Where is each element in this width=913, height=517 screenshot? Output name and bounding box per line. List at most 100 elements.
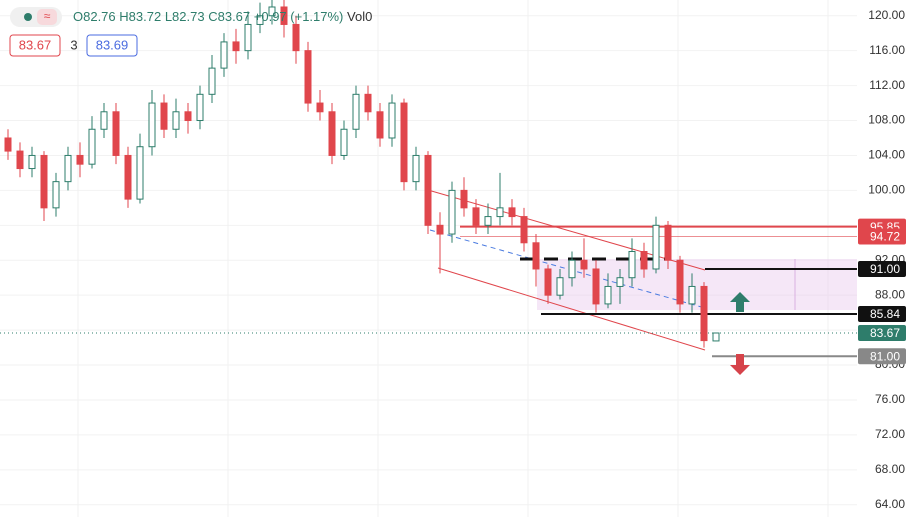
candle-body (292, 23, 300, 52)
price-tag-label: 81.00 (870, 349, 900, 363)
candle-body (244, 23, 252, 52)
status-dot (24, 13, 32, 21)
candle-body (124, 154, 132, 200)
candle-body (448, 189, 456, 235)
candle-body (556, 277, 564, 296)
price-tag (858, 228, 906, 245)
candle-body (52, 181, 60, 209)
y-tick-label: 72.00 (875, 427, 905, 441)
candle-body (664, 224, 672, 261)
candle-body (376, 111, 384, 139)
y-tick-label: 88.00 (875, 287, 905, 301)
candle-body (460, 189, 468, 209)
candle-body (232, 41, 240, 52)
candle-body (520, 216, 528, 244)
candle-body (76, 154, 84, 165)
volume: Vol0 (347, 9, 372, 24)
candle-body (208, 67, 216, 95)
candle-body (352, 93, 360, 130)
candle-body (268, 6, 276, 17)
sell-price: 83.67 (19, 37, 52, 52)
candle-body (580, 259, 588, 270)
candle-body (652, 224, 660, 270)
price-tag (858, 348, 906, 365)
candle-body (316, 102, 324, 113)
candle-body (304, 50, 312, 104)
candle-body (88, 128, 96, 165)
candle-body (628, 251, 636, 279)
axis-bg (857, 0, 913, 517)
candle-body (4, 137, 12, 152)
y-tick-label: 64.00 (875, 497, 905, 511)
candle-body (640, 251, 648, 270)
candle-body (328, 111, 336, 156)
price-tag (858, 324, 906, 341)
candle-body (340, 128, 348, 156)
candle-body (256, 15, 264, 25)
price-tag (858, 260, 906, 277)
candle-body (100, 111, 108, 130)
candle-body (568, 259, 576, 279)
spread: 3 (70, 37, 77, 52)
candle-body (688, 285, 696, 305)
close: C83.67 (208, 9, 250, 24)
channel-mid (429, 229, 706, 309)
candle-body (604, 285, 612, 305)
candle-body (400, 102, 408, 183)
candle-body (364, 93, 372, 113)
header: ≈ O82.76 H83.72 L82.73 C83.67 +0.97 (+1.… (9, 7, 372, 57)
candle-body (16, 150, 24, 170)
price-tag-label: 83.67 (870, 326, 900, 340)
candle-body (196, 93, 204, 122)
candle-body (616, 277, 624, 287)
y-tick-label: 116.00 (869, 43, 905, 57)
candle-body (532, 242, 540, 270)
price-axis: 64.0068.0072.0076.0080.0084.0088.0092.00… (857, 0, 913, 517)
candle-body (64, 154, 72, 183)
y-tick-label: 100.00 (868, 183, 905, 197)
down-arrow (730, 354, 750, 375)
candle-body (676, 259, 684, 305)
price-tag-label: 94.72 (870, 230, 900, 244)
y-tick-label: 68.00 (875, 462, 905, 476)
candle-body (40, 154, 48, 209)
candle-body (184, 111, 192, 122)
buy-box[interactable] (86, 34, 138, 57)
candle-body (148, 102, 156, 148)
candle-body (700, 285, 708, 342)
candle-body (472, 207, 480, 226)
price-tag-label: 91.00 (870, 262, 900, 276)
vertical-grid (77, 0, 829, 517)
candle-body (508, 207, 516, 218)
candle-body (484, 216, 492, 226)
candle-body (160, 102, 168, 130)
icon (37, 9, 57, 25)
buy-price: 83.69 (96, 37, 129, 52)
candle-body (136, 146, 144, 200)
candle-body (712, 332, 720, 342)
candle-body (172, 111, 180, 130)
candle-body (592, 268, 600, 305)
sell-box[interactable] (9, 34, 61, 57)
price-tag (858, 306, 906, 323)
candle-body (496, 207, 504, 218)
candles (4, 0, 720, 348)
up-arrow (730, 292, 750, 312)
y-tick-label: 76.00 (875, 392, 905, 406)
price-tag-label: 85.84 (870, 307, 900, 321)
candle-body (220, 41, 228, 69)
candle-body (412, 154, 420, 183)
y-tick-label: 120.00 (868, 8, 905, 22)
y-tick-label: 112.00 (869, 78, 905, 92)
open: O82.76 (73, 9, 116, 24)
candle-body (388, 102, 396, 139)
candle-body (280, 6, 288, 25)
low: L82.73 (165, 9, 205, 24)
candle-body (436, 224, 444, 235)
y-tick-label: 104.00 (868, 148, 905, 162)
icon-glyph: ≈ (44, 9, 51, 23)
candle-body (544, 268, 552, 296)
candle-body (28, 154, 36, 170)
